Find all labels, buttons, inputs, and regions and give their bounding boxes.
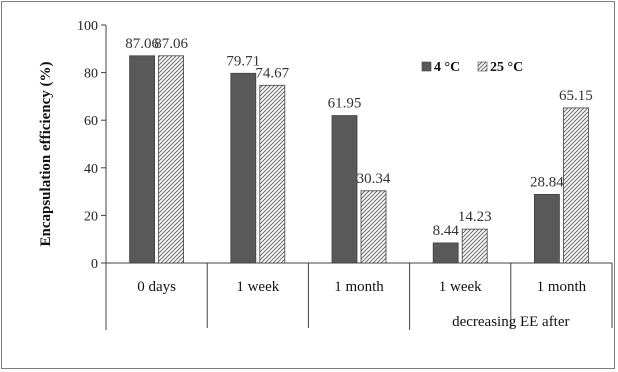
- group-label: decreasing EE after: [452, 314, 569, 330]
- legend: 4 °C 25 °C: [421, 60, 523, 75]
- data-label: 65.15: [559, 88, 593, 104]
- data-label: 61.95: [328, 96, 362, 112]
- bar-25c: [158, 55, 185, 264]
- data-label: 8.44: [433, 223, 460, 239]
- data-label: 30.34: [357, 171, 391, 187]
- category-label: 1 month: [537, 279, 587, 295]
- category-label: 1 month: [334, 279, 384, 295]
- bar-25c: [563, 107, 589, 264]
- y-tick-label: 0: [91, 257, 98, 272]
- legend-swatch-4c: [421, 61, 432, 72]
- bar-4c: [534, 193, 560, 264]
- data-labels: 87.06 79.71 61.95 8.44 28.84 87.06 74.67 30.34 1…: [125, 36, 593, 239]
- y-tick-label: 60: [84, 114, 98, 129]
- data-label: 14.23: [458, 209, 492, 225]
- y-tick-label: 80: [84, 67, 98, 82]
- y-tick-label: 40: [84, 162, 98, 177]
- legend-swatch-25c: [477, 61, 488, 72]
- bar-25c: [461, 228, 488, 264]
- bar-4c: [331, 115, 358, 264]
- bars: [129, 55, 589, 264]
- data-label: 79.71: [226, 53, 260, 69]
- bar-4c: [129, 55, 155, 264]
- category-label: 1 week: [236, 279, 279, 295]
- y-tick-label: 20: [84, 209, 98, 224]
- data-label: 28.84: [530, 174, 564, 190]
- category-label: 0 days: [137, 279, 176, 295]
- bar-4c: [230, 72, 257, 264]
- y-tick-label: 100: [77, 19, 98, 34]
- data-label: 87.06: [154, 36, 188, 52]
- category-label: 1 week: [439, 279, 482, 295]
- data-label: 74.67: [255, 65, 289, 81]
- bar-25c: [259, 84, 286, 264]
- legend-label-25c: 25 °C: [490, 60, 523, 75]
- axes: 0 20 40 60 80 100: [77, 19, 613, 330]
- category-labels: 0 days 1 week 1 month 1 week 1 month decreasi…: [137, 279, 586, 330]
- data-label: 87.06: [125, 36, 159, 52]
- bar-25c: [360, 190, 387, 264]
- bar-4c: [432, 242, 459, 264]
- y-axis-label: Encapsulation efficiency (%): [38, 62, 54, 247]
- legend-label-4c: 4 °C: [434, 60, 460, 75]
